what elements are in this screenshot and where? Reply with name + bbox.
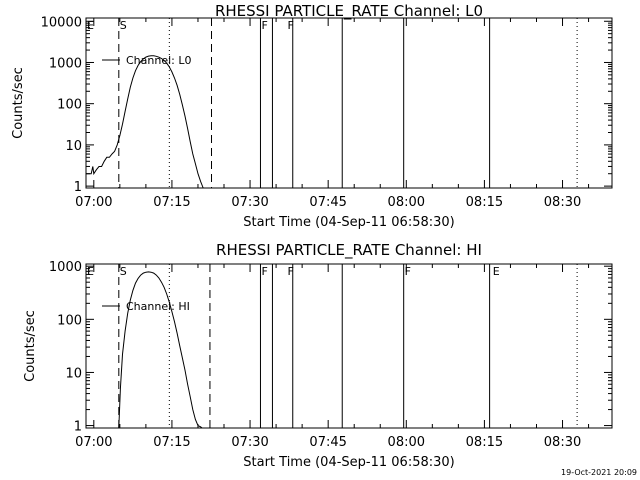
y-tick-label: 10 — [65, 366, 82, 381]
x-tick-label: 07:30 — [231, 195, 268, 210]
series-line — [86, 55, 204, 189]
plot-frame — [85, 17, 613, 189]
hi-channel-panel: RHESSI PARTICLE_RATE Channel: HI Counts/s… — [23, 241, 613, 470]
x-tick-label: 08:15 — [466, 435, 503, 450]
legend-label: Channel: HI — [126, 300, 190, 313]
y-tick-label: 1 — [74, 420, 82, 435]
x-tick-label: 07:45 — [309, 435, 346, 450]
marker-label: F — [288, 19, 294, 32]
y-tick-label: 100 — [57, 313, 82, 328]
y-tick-label: 1000 — [49, 260, 82, 275]
x-tick-label: 07:00 — [75, 195, 112, 210]
y-tick-label: 100 — [57, 98, 82, 113]
plot-frame — [85, 263, 613, 429]
x-tick-label: 07:15 — [153, 195, 190, 210]
y-tick-label: 10000 — [41, 15, 82, 30]
y-tick-label: 10 — [65, 139, 82, 154]
y-axis-label: Counts/sec — [23, 310, 38, 382]
marker-label: F — [288, 265, 294, 278]
x-tick-label: 08:30 — [544, 435, 581, 450]
y-axis-label: Counts/sec — [11, 67, 26, 139]
legend-label: Channel: L0 — [126, 54, 192, 67]
x-tick-label: 08:30 — [544, 195, 581, 210]
marker-label: F — [261, 19, 267, 32]
x-axis-label: Start Time (04-Sep-11 06:58:30) — [243, 455, 454, 470]
marker-label: F — [405, 265, 411, 278]
y-tick-label: 1 — [74, 180, 82, 195]
chart-title: RHESSI PARTICLE_RATE Channel: L0 — [215, 2, 483, 21]
x-tick-label: 08:00 — [388, 435, 425, 450]
marker-label: E — [493, 265, 500, 278]
marker-label: S — [120, 265, 127, 278]
y-tick-label: 1000 — [49, 56, 82, 71]
x-tick-label: 07:15 — [153, 435, 190, 450]
series-line — [118, 271, 203, 429]
x-tick-label: 08:15 — [466, 195, 503, 210]
x-tick-label: 07:45 — [309, 195, 346, 210]
x-tick-label: 08:00 — [388, 195, 425, 210]
x-tick-label: 07:30 — [231, 435, 268, 450]
marker-label: E — [87, 19, 94, 32]
x-tick-label: 07:00 — [75, 435, 112, 450]
marker-label: S — [120, 19, 127, 32]
marker-label: F — [261, 265, 267, 278]
lo-channel-panel: RHESSI PARTICLE_RATE Channel: L0 Counts/s… — [11, 2, 613, 230]
timestamp-label: 19-Oct-2021 20:09 — [561, 468, 637, 477]
x-axis-label: Start Time (04-Sep-11 06:58:30) — [243, 215, 454, 230]
chart-title: RHESSI PARTICLE_RATE Channel: HI — [216, 241, 482, 260]
marker-label: E — [87, 265, 94, 278]
